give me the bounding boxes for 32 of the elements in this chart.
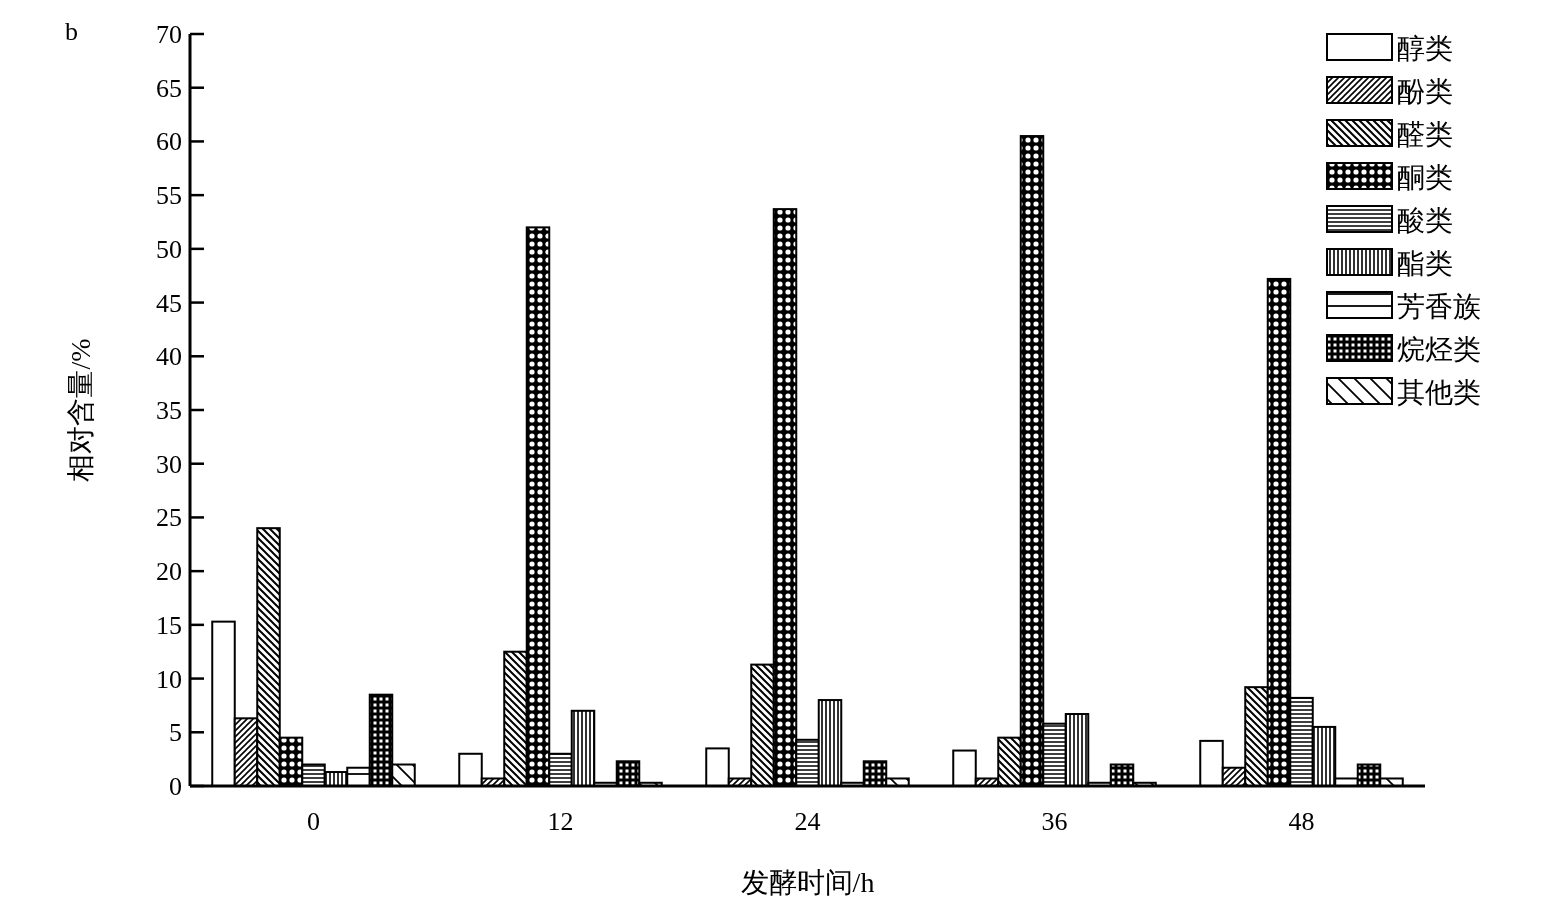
x-tick-label: 12 <box>547 807 574 836</box>
y-tick-label: 45 <box>156 288 182 318</box>
y-tick-label: 25 <box>156 503 182 533</box>
x-axis-title: 发酵时间/h <box>740 867 875 898</box>
legend-label: 酮类 <box>1397 162 1453 193</box>
y-tick-label: 65 <box>156 73 182 103</box>
x-tick-label: 24 <box>794 807 821 836</box>
y-tick-label: 70 <box>156 20 182 49</box>
x-tick-label: 36 <box>1041 807 1068 836</box>
text: b <box>65 17 78 46</box>
y-tick-label: 0 <box>169 772 182 801</box>
x-tick-label: 48 <box>1288 807 1315 836</box>
legend-label: 酯类 <box>1397 248 1453 279</box>
legend-label: 烷烃类 <box>1397 334 1481 365</box>
y-tick-label: 55 <box>156 181 182 211</box>
legend-label: 醛类 <box>1397 119 1453 150</box>
legend-label: 醇类 <box>1397 33 1453 64</box>
legend-label: 酚类 <box>1397 76 1453 107</box>
y-axis-title: 相对含量/% <box>65 338 96 482</box>
y-tick-label: 50 <box>156 234 182 264</box>
y-tick-label: 35 <box>156 396 182 425</box>
y-tick-label: 15 <box>156 610 182 640</box>
y-tick-label: 60 <box>156 127 182 157</box>
x-tick-label: 0 <box>307 807 320 836</box>
y-tick-label: 5 <box>169 718 182 748</box>
legend-label: 酸类 <box>1397 205 1453 236</box>
y-tick-label: 10 <box>156 664 182 694</box>
y-tick-label: 20 <box>156 557 182 587</box>
legend-label: 芳香族 <box>1397 291 1481 322</box>
legend-label: 其他类 <box>1397 377 1481 408</box>
y-tick-label: 40 <box>156 342 182 372</box>
y-tick-label: 30 <box>156 449 182 479</box>
